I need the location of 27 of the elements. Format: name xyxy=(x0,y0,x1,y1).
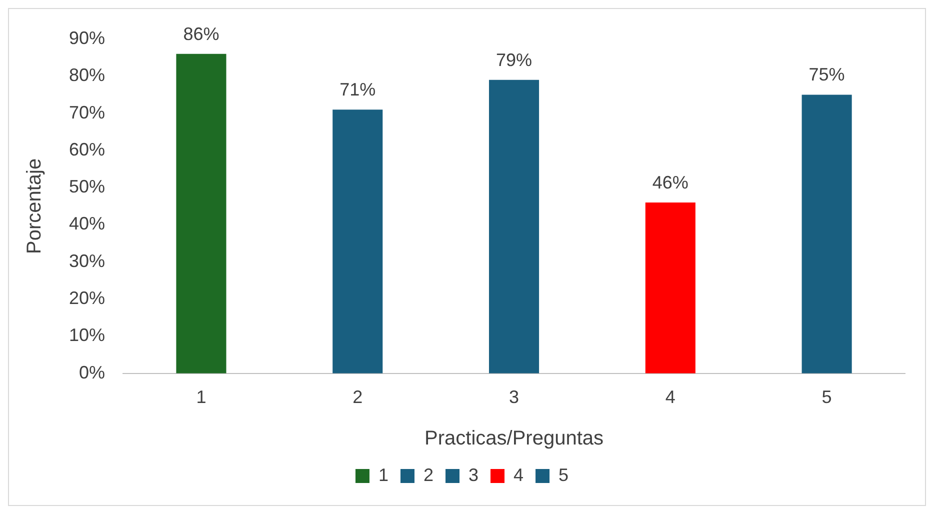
y-tick-label: 50% xyxy=(68,176,106,197)
y-tick-label: 70% xyxy=(68,102,106,122)
legend-label: 4 xyxy=(514,464,524,485)
y-tick-label: 90% xyxy=(68,28,106,48)
x-axis-title: Practicas/Preguntas xyxy=(424,428,604,450)
y-axis-title: Porcentaje xyxy=(24,158,46,254)
data-label: 79% xyxy=(496,50,532,70)
y-tick-label: 10% xyxy=(68,325,106,346)
x-tick-label: 5 xyxy=(822,387,832,408)
legend-label: 1 xyxy=(378,464,388,485)
y-tick-label: 80% xyxy=(68,65,106,86)
data-label: 86% xyxy=(183,24,220,44)
x-tick-label: 3 xyxy=(509,387,520,408)
y-tick-label: 40% xyxy=(68,214,106,234)
y-tick-label: 20% xyxy=(68,288,106,308)
data-label: 46% xyxy=(652,172,688,192)
legend-label: 3 xyxy=(468,464,479,485)
y-tick-label: 60% xyxy=(68,139,106,160)
data-label: 71% xyxy=(340,80,376,100)
data-label: 75% xyxy=(808,64,845,85)
y-tick-label: 0% xyxy=(79,362,106,382)
legend-label: 5 xyxy=(558,464,569,485)
legend-label: 2 xyxy=(423,464,434,485)
x-tick-label: 1 xyxy=(196,387,206,408)
x-tick-label: 4 xyxy=(665,387,676,408)
y-tick-label: 30% xyxy=(68,250,106,271)
x-tick-label: 2 xyxy=(352,387,363,408)
